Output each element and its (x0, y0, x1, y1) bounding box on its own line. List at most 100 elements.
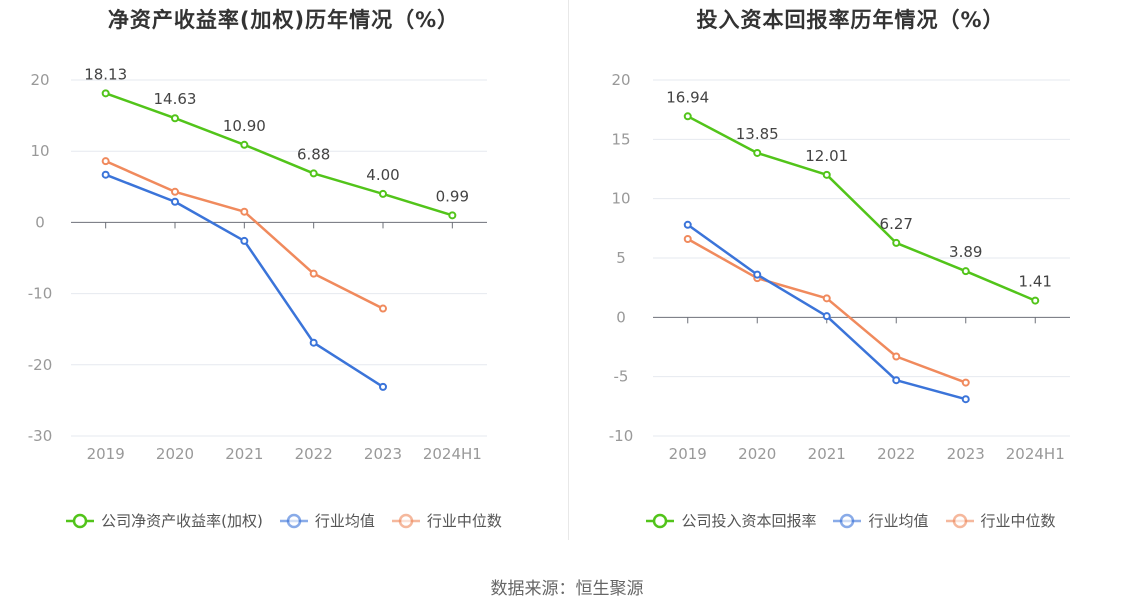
y-tick-label: -5 (614, 368, 629, 386)
data-point (753, 148, 762, 157)
data-point (171, 187, 179, 196)
legend-item[interactable]: 行业均值 (832, 510, 929, 531)
legend-swatch-icon (646, 513, 675, 528)
legend-marker (398, 513, 414, 528)
series-line (687, 115, 1036, 302)
data-label: 1.41 (1019, 273, 1052, 291)
data-point (101, 170, 110, 179)
chart-legend: 公司投入资本回报率 行业均值 行业中位数 (567, 510, 1134, 531)
data-point (961, 267, 970, 276)
legend-swatch-icon (66, 513, 95, 528)
x-tick-label: 2020 (738, 445, 776, 463)
data-point (309, 269, 318, 278)
legend-item[interactable]: 行业均值 (279, 510, 375, 531)
y-tick-label: -20 (28, 356, 53, 374)
legend-label: 行业中位数 (426, 512, 502, 530)
x-tick-label: 2019 (669, 445, 707, 463)
legend-swatch-icon (279, 513, 308, 528)
x-tick-label: 2020 (156, 445, 194, 463)
data-point (683, 112, 692, 121)
data-point (961, 395, 970, 404)
y-tick-label: 0 (616, 308, 626, 326)
data-point (822, 294, 831, 303)
roe-chart: 20 10 0 -10 -20 -30 2019 2020 2021 2022 2023 2024H1… (28, 65, 487, 463)
data-point (892, 376, 901, 385)
roic-chart-panel: 投入资本回报率历年情况（%） 20 15 10 5 0 -5 -10 2019 2020 2021… (567, 0, 1134, 560)
legend-label: 行业中位数 (980, 512, 1056, 530)
y-tick-label: 10 (30, 142, 49, 160)
data-label: 13.85 (736, 125, 779, 143)
x-tick-label: 2023 (947, 445, 985, 463)
data-point (240, 140, 249, 149)
series-line (687, 237, 967, 384)
legend-marker (653, 513, 668, 528)
x-tick-label: 2024H1 (423, 445, 482, 463)
legend-item[interactable]: 行业中位数 (391, 510, 502, 531)
data-label: 18.13 (84, 65, 127, 83)
y-tick-label: -10 (609, 427, 634, 445)
data-point (171, 114, 179, 123)
legend-marker (72, 513, 88, 528)
legend-item[interactable]: 公司净资产收益率(加权) (65, 510, 263, 531)
data-label: 12.01 (805, 147, 848, 165)
data-point (961, 378, 970, 387)
data-point (379, 382, 387, 391)
legend-swatch-icon (945, 513, 974, 528)
data-point (822, 312, 831, 321)
data-point (101, 89, 110, 98)
data-point (309, 169, 318, 178)
data-point (822, 170, 831, 179)
data-point (240, 236, 249, 245)
data-label: 6.27 (880, 215, 913, 233)
chart-title: 净资产收益率(加权)历年情况（%） (107, 8, 460, 32)
data-label: 4.00 (366, 166, 399, 184)
legend-item[interactable]: 公司投入资本回报率 (645, 510, 816, 531)
series-line (687, 223, 967, 401)
x-tick-label: 2021 (808, 445, 846, 463)
legend-label: 公司投入资本回报率 (681, 512, 817, 530)
data-point (240, 207, 249, 216)
data-label: 3.89 (949, 243, 982, 261)
y-tick-label: 0 (35, 213, 45, 231)
data-point (379, 189, 387, 198)
data-point (753, 270, 762, 279)
data-label: 14.63 (154, 90, 197, 108)
x-tick-label: 2019 (87, 445, 125, 463)
legend-swatch-icon (833, 513, 862, 528)
x-tick-label: 2022 (295, 445, 333, 463)
data-point (309, 338, 318, 347)
data-point (448, 211, 457, 220)
chart-legend: 公司净资产收益率(加权) 行业均值 行业中位数 (0, 510, 567, 531)
y-tick-label: 5 (616, 249, 626, 267)
legend-label: 公司净资产收益率(加权) (101, 512, 263, 530)
x-tick-label: 2021 (225, 445, 263, 463)
data-source-note: 数据来源：恒生聚源 (490, 579, 644, 599)
x-tick-label: 2024H1 (1006, 445, 1065, 463)
series-line (105, 160, 384, 310)
data-label: 0.99 (436, 187, 469, 205)
series-line (105, 92, 453, 217)
x-tick-label: 2023 (364, 445, 402, 463)
data-point (101, 157, 110, 166)
legend-label: 行业均值 (868, 512, 929, 530)
legend-label: 行业均值 (314, 512, 375, 530)
roe-chart-panel: 净资产收益率(加权)历年情况（%） 20 10 0 -10 -20 -30 2019 2020… (0, 0, 567, 560)
data-label: 10.90 (223, 117, 266, 135)
y-tick-label: -30 (28, 427, 53, 445)
y-tick-label: 15 (611, 130, 630, 148)
legend-swatch-icon (391, 513, 420, 528)
data-point (892, 238, 901, 247)
chart-title: 投入资本回报率历年情况（%） (696, 8, 1005, 32)
roic-chart: 20 15 10 5 0 -5 -10 2019 2020 2021 2022 2023 2024H1 1… (609, 71, 1070, 463)
data-label: 16.94 (666, 88, 709, 106)
legend-marker (952, 513, 967, 528)
data-point (683, 220, 692, 229)
data-point (1031, 296, 1040, 305)
series-line (105, 173, 384, 388)
data-point (683, 235, 692, 244)
y-tick-label: 10 (611, 190, 630, 208)
data-point (892, 352, 901, 361)
y-tick-label: -10 (28, 285, 53, 303)
legend-item[interactable]: 行业中位数 (945, 510, 1056, 531)
panel-divider (568, 0, 569, 540)
